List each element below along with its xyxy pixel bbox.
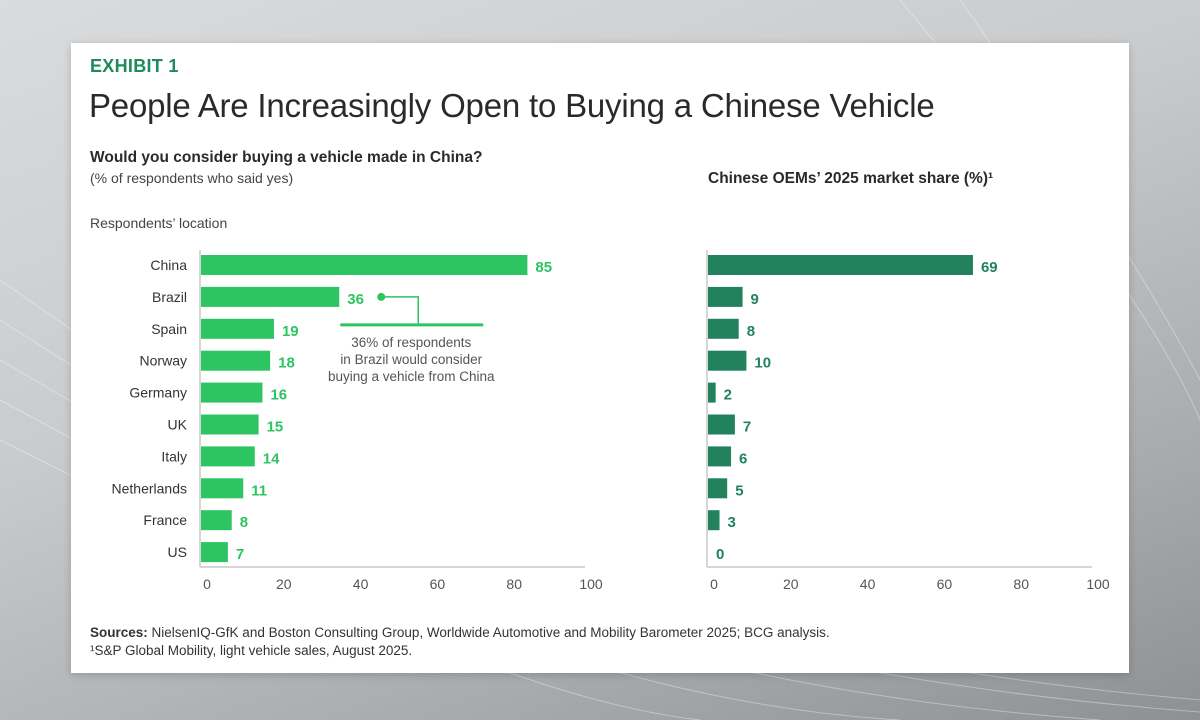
left-chart-ylabel: Respondents’ location [90,215,228,231]
annotation-text-line: buying a vehicle from China [328,369,495,384]
left-x-tick-label: 60 [430,576,446,592]
exhibit-label: EXHIBIT 1 [90,56,179,76]
left-bar-us [201,542,228,563]
sources-label: Sources: [90,625,148,640]
left-bar-france [201,510,232,531]
left-category-label: France [143,512,187,528]
left-category-label: Italy [161,448,187,464]
right-bar-germany [708,382,716,403]
right-bar-china [708,255,973,275]
right-value-label: 0 [716,546,724,563]
right-chart-title: Chinese OEMs’ 2025 market share (%)¹ [708,170,994,187]
right-value-label: 2 [724,387,732,404]
left-value-label: 7 [236,546,244,563]
left-category-label: US [168,544,187,560]
left-value-label: 8 [240,514,248,531]
left-x-tick-label: 100 [579,576,603,592]
footnote: ¹S&P Global Mobility, light vehicle sale… [90,643,413,658]
sources-note: Sources: NielsenIQ-GfK and Boston Consul… [90,625,830,640]
right-bar-uk [708,414,735,435]
left-category-label: China [150,257,187,273]
right-value-label: 3 [728,514,736,531]
right-x-tick-label: 80 [1013,576,1029,592]
exhibit-card: EXHIBIT 1 People Are Increasingly Open t… [71,43,1129,673]
right-value-label: 69 [981,259,998,276]
left-bar-italy [201,446,255,467]
right-x-tick-label: 60 [937,576,953,592]
left-x-tick-label: 80 [506,576,522,592]
page-title: People Are Increasingly Open to Buying a… [89,87,935,124]
left-chart-subtitle: (% of respondents who said yes) [90,170,294,186]
left-category-label: Brazil [152,289,187,305]
right-x-tick-label: 100 [1086,576,1110,592]
left-category-label: Norway [140,353,187,369]
left-bar-norway [201,350,271,371]
left-value-label: 14 [263,450,280,467]
left-category-label: UK [168,417,188,433]
left-bar-china [201,255,528,275]
right-value-label: 5 [735,482,743,499]
left-bar-uk [201,414,259,435]
right-value-label: 8 [747,323,755,340]
left-value-label: 15 [267,419,284,436]
left-bar-germany [201,382,263,403]
right-bar-france [708,510,720,531]
annotation-text-line: in Brazil would consider [340,352,482,367]
left-value-label: 19 [282,323,299,340]
right-bar-norway [708,350,747,371]
right-value-label: 9 [751,291,759,308]
right-value-label: 6 [739,450,747,467]
right-value-label: 10 [754,355,771,372]
left-value-label: 18 [278,355,295,372]
right-bar-spain [708,318,739,339]
annotation-text-line: 36% of respondents [351,335,471,350]
left-value-label: 36 [347,291,364,308]
left-bar-netherlands [201,478,244,499]
right-bar-brazil [708,286,743,307]
left-chart-title: Would you consider buying a vehicle made… [90,149,483,166]
annotation-connector [381,296,419,325]
left-bar-spain [201,318,274,339]
left-value-label: 16 [270,387,287,404]
left-category-label: Spain [151,321,187,337]
left-x-tick-label: 0 [203,576,211,592]
left-category-label: Germany [129,385,187,401]
sources-text: NielsenIQ-GfK and Boston Consulting Grou… [147,625,830,640]
right-bar-netherlands [708,478,728,499]
right-value-label: 7 [743,419,751,436]
left-value-label: 11 [251,482,267,499]
left-value-label: 85 [535,259,552,276]
left-category-label: Netherlands [112,480,188,496]
right-x-tick-label: 40 [860,576,876,592]
left-bar-brazil [201,286,340,307]
right-x-tick-label: 0 [710,576,718,592]
right-x-tick-label: 20 [783,576,799,592]
right-bar-italy [708,446,732,467]
left-x-tick-label: 20 [276,576,292,592]
left-x-tick-label: 40 [353,576,369,592]
